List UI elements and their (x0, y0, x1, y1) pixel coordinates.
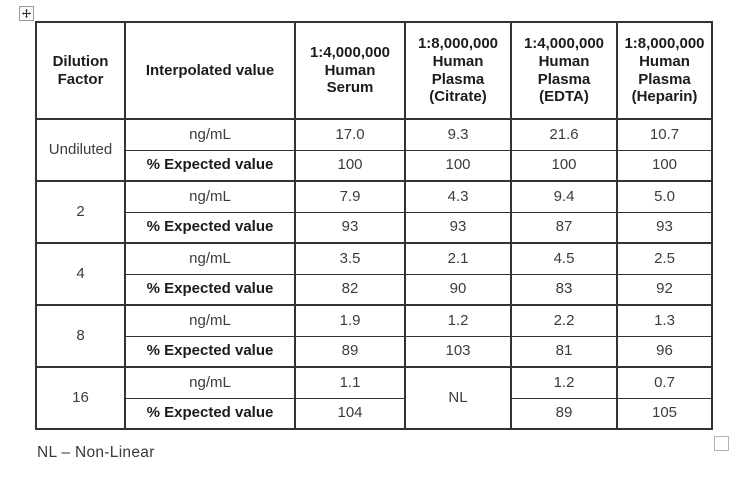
value-cell: 1.2 (510, 366, 618, 399)
row-label-cell: ng/mL (124, 366, 296, 399)
row-label-cell: % Expected value (124, 211, 296, 244)
row-label-cell: ng/mL (124, 304, 296, 337)
value-cell: 93 (294, 211, 406, 244)
table-row: % Expected value 82 90 83 92 (36, 273, 713, 306)
value-cell: 93 (616, 211, 713, 244)
value-cell: 104 (294, 397, 406, 430)
value-cell: 100 (294, 149, 406, 182)
table-row: % Expected value 104 89 105 (36, 397, 713, 430)
value-cell: 100 (404, 149, 512, 182)
value-cell: 2.1 (404, 242, 512, 275)
value-cell: 17.0 (294, 118, 406, 151)
value-cell: 83 (510, 273, 618, 306)
col-header-plasma-heparin: 1:8,000,000 Human Plasma (Heparin) (616, 21, 713, 120)
table-row: 4 ng/mL 3.5 2.1 4.5 2.5 (35, 242, 713, 306)
row-label-cell: ng/mL (124, 242, 296, 275)
factor-cell: 16 (35, 366, 126, 430)
nl-footnote: NL – Non-Linear (37, 444, 155, 461)
value-cell: 3.5 (294, 242, 406, 275)
value-cell: 7.9 (294, 180, 406, 213)
value-cell: 105 (616, 397, 713, 430)
nl-merged-cell: NL (404, 366, 512, 430)
factor-cell: 8 (35, 304, 126, 368)
value-cell: 87 (510, 211, 618, 244)
table-move-handle[interactable] (19, 6, 34, 21)
col-header-plasma-citrate: 1:8,000,000 Human Plasma (Citrate) (404, 21, 512, 120)
value-cell: 89 (294, 335, 406, 368)
col-header-plasma-edta: 1:4,000,000 Human Plasma (EDTA) (510, 21, 618, 120)
row-label-cell: % Expected value (124, 335, 296, 368)
value-cell: 0.7 (616, 366, 713, 399)
table-row: % Expected value 93 93 87 93 (36, 211, 713, 244)
col-header-human-serum: 1:4,000,000 Human Serum (294, 21, 406, 120)
value-cell: 81 (510, 335, 618, 368)
row-label-cell: % Expected value (124, 397, 296, 430)
factor-cell: 2 (35, 180, 126, 244)
table-row: 2 ng/mL 7.9 4.3 9.4 5.0 (35, 180, 713, 244)
value-cell: 82 (294, 273, 406, 306)
value-cell: 103 (404, 335, 512, 368)
factor-cell: Undiluted (35, 118, 126, 182)
value-cell: 92 (616, 273, 713, 306)
col-header-dilution-factor: Dilution Factor (35, 21, 126, 120)
value-cell: 100 (510, 149, 618, 182)
value-cell: 89 (510, 397, 618, 430)
value-cell: 1.2 (404, 304, 512, 337)
col-header-interpolated-value: Interpolated value (124, 21, 296, 120)
value-cell: 1.1 (294, 366, 406, 399)
move-cross-icon (22, 9, 31, 18)
value-cell: 1.3 (616, 304, 713, 337)
row-label-cell: % Expected value (124, 149, 296, 182)
table-row: 8 ng/mL 1.9 1.2 2.2 1.3 (35, 304, 713, 368)
value-cell: 2.2 (510, 304, 618, 337)
value-cell: 100 (616, 149, 713, 182)
table-row: Undiluted ng/mL 17.0 9.3 21.6 10.7 (35, 118, 713, 182)
table-row: 16 ng/mL 1.1 NL 1.2 0.7 (35, 366, 713, 430)
factor-cell: 4 (35, 242, 126, 306)
value-cell: 21.6 (510, 118, 618, 151)
value-cell: 4.5 (510, 242, 618, 275)
value-cell: 2.5 (616, 242, 713, 275)
row-label-cell: % Expected value (124, 273, 296, 306)
value-cell: 93 (404, 211, 512, 244)
row-label-cell: ng/mL (124, 180, 296, 213)
value-cell: 96 (616, 335, 713, 368)
dilution-linearity-table: Dilution Factor Interpolated value 1:4,0… (35, 21, 713, 430)
value-cell: 5.0 (616, 180, 713, 213)
value-cell: 9.4 (510, 180, 618, 213)
value-cell: 10.7 (616, 118, 713, 151)
table-row: % Expected value 89 103 81 96 (36, 335, 713, 368)
header-row: Dilution Factor Interpolated value 1:4,0… (35, 21, 713, 120)
value-cell: 9.3 (404, 118, 512, 151)
table-resize-handle[interactable] (714, 436, 729, 451)
value-cell: 4.3 (404, 180, 512, 213)
value-cell: 90 (404, 273, 512, 306)
table-row: % Expected value 100 100 100 100 (36, 149, 713, 182)
value-cell: 1.9 (294, 304, 406, 337)
row-label-cell: ng/mL (124, 118, 296, 151)
